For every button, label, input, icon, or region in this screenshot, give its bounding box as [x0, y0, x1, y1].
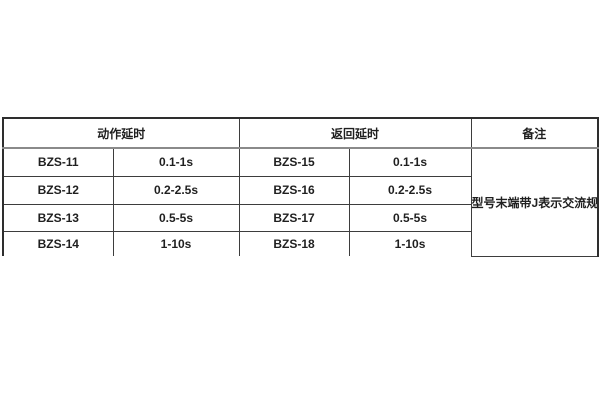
model-cell: BZS-12 — [2, 175, 114, 205]
model-cell: BZS-14 — [2, 230, 114, 256]
delay-cell: 0.2-2.5s — [112, 175, 240, 205]
delay-cell: 0.5-5s — [348, 203, 472, 232]
model-cell: BZS-17 — [238, 203, 350, 232]
table-row: BZS-12 0.2-2.5s BZS-16 0.2-2.5s — [2, 175, 598, 205]
model-cell: BZS-18 — [238, 230, 350, 256]
model-cell: BZS-16 — [238, 175, 350, 205]
header-row: 动作延时 返回延时 备注 — [2, 117, 599, 149]
model-cell: BZS-13 — [2, 203, 114, 232]
model-cell: BZS-11 — [2, 147, 114, 177]
delay-cell: 1-10s — [112, 230, 240, 256]
delay-cell: 0.1-1s — [348, 147, 472, 177]
model-cell: BZS-15 — [238, 147, 350, 177]
remark-cell: 型号末端带J表示交流规格 — [470, 147, 599, 257]
header-action-delay: 动作延时 — [2, 117, 240, 149]
delay-spec-table: 动作延时 返回延时 备注 BZS-11 0.1-1s BZS-15 0.1-1s… — [2, 117, 600, 257]
delay-cell: 0.2-2.5s — [348, 175, 472, 205]
delay-cell: 1-10s — [348, 230, 472, 256]
header-remark: 备注 — [470, 117, 599, 149]
delay-cell: 0.1-1s — [112, 147, 240, 177]
delay-cell: 0.5-5s — [112, 203, 240, 232]
table-row: BZS-13 0.5-5s BZS-17 0.5-5s — [2, 203, 598, 232]
header-return-delay: 返回延时 — [238, 117, 472, 149]
table-row: BZS-14 1-10s BZS-18 1-10s — [2, 230, 598, 256]
table-row: BZS-11 0.1-1s BZS-15 0.1-1s 型号末端带J表示交流规格 — [2, 147, 599, 257]
